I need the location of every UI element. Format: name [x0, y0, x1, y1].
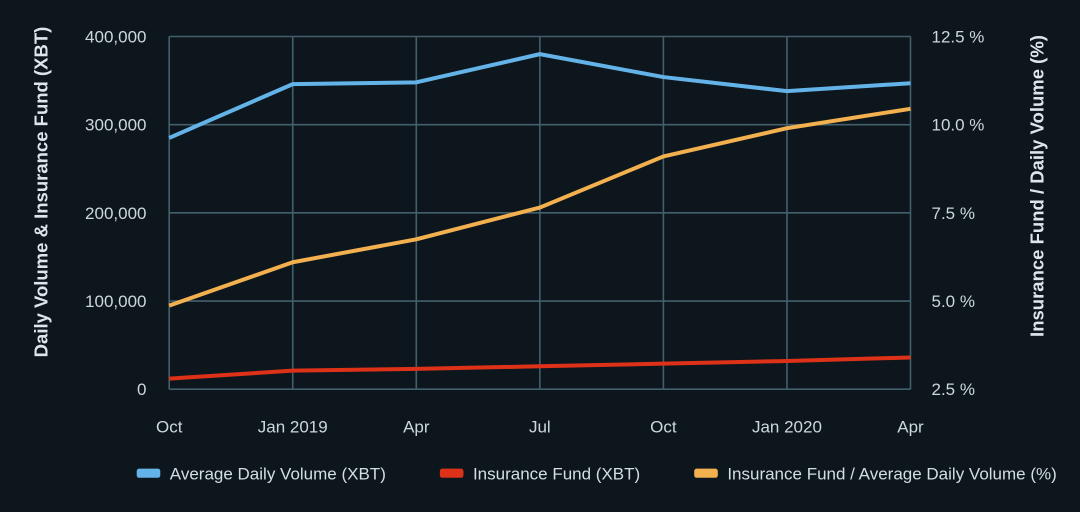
left-axis-tick-label: 0: [137, 380, 146, 399]
left-axis-tick-label: 400,000: [85, 27, 146, 46]
left-axis-title: Daily Volume & Insurance Fund (XBT): [30, 27, 51, 358]
x-axis-tick-label: Jan 2020: [752, 418, 822, 437]
left-axis-tick-label: 300,000: [85, 116, 146, 135]
legend-item-2[interactable]: Insurance Fund / Average Daily Volume (%…: [694, 465, 1057, 484]
x-axis-tick-label: Jul: [529, 418, 551, 437]
right-axis-tick-label: 7.5 %: [932, 204, 975, 223]
left-axis-tick-label: 100,000: [85, 292, 146, 311]
legend-label-0: Average Daily Volume (XBT): [170, 465, 386, 484]
series-line-0: [168, 52, 911, 140]
legend-swatch-2: [694, 468, 718, 478]
series-line-2: [168, 106, 911, 308]
right-axis-tick-label: 2.5 %: [932, 380, 975, 399]
legend-item-1[interactable]: Insurance Fund (XBT): [439, 465, 640, 484]
x-axis-tick-label: Jan 2019: [258, 418, 328, 437]
right-axis-title: Insurance Fund / Daily Volume (%): [1026, 35, 1047, 337]
grid-lines: [168, 35, 912, 391]
x-axis-tick-label: Apr: [897, 418, 924, 437]
left-axis-tick-label: 200,000: [85, 204, 146, 223]
legend-item-0[interactable]: Average Daily Volume (XBT): [136, 465, 386, 484]
legend-swatch-1: [439, 468, 464, 478]
series-line-1: [169, 355, 911, 381]
legend: Average Daily Volume (XBT) Insurance Fund…: [136, 465, 1057, 484]
right-axis-tick-label: 10.0 %: [932, 116, 985, 135]
right-axis-tick-label: 5.0 %: [932, 292, 975, 311]
x-axis-tick-label: Apr: [403, 418, 430, 437]
x-axis-tick-label: Oct: [650, 418, 677, 437]
legend-swatch-0: [136, 468, 161, 478]
legend-label-2: Insurance Fund / Average Daily Volume (%…: [727, 465, 1056, 484]
right-axis-tick-label: 12.5 %: [932, 27, 985, 46]
x-axis-tick-label: Oct: [156, 418, 183, 437]
legend-label-1: Insurance Fund (XBT): [473, 465, 640, 484]
